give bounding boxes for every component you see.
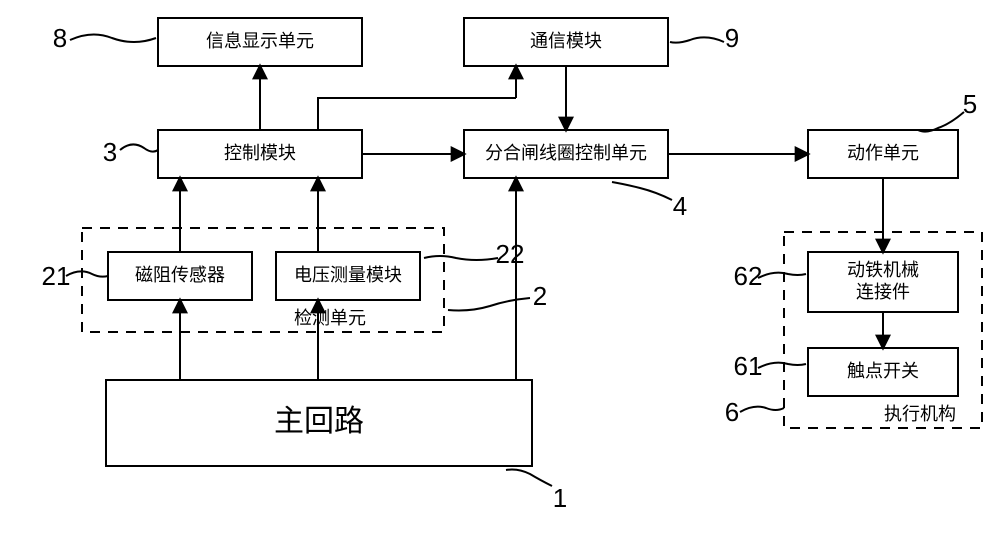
- ref-n6: 6: [725, 397, 739, 427]
- ref-n1: 1: [553, 483, 567, 513]
- ref-n61: 61: [734, 351, 763, 381]
- arrow-elbow: [318, 98, 516, 130]
- leader-n61: [758, 363, 806, 368]
- box-magres-sensor: 磁阻传感器: [108, 252, 252, 300]
- box-iron-link-label-2: 连接件: [856, 282, 910, 302]
- leader-n21: [66, 271, 108, 276]
- ref-n9: 9: [725, 23, 739, 53]
- box-info-display: 信息显示单元: [158, 18, 362, 66]
- ref-n62: 62: [734, 261, 763, 291]
- box-coil-control: 分合闸线圈控制单元: [464, 130, 668, 178]
- box-info-display-label: 信息显示单元: [206, 31, 314, 51]
- leader-n4: [612, 182, 672, 200]
- group-detect-unit-label: 检测单元: [294, 308, 366, 328]
- ref-n4: 4: [673, 191, 687, 221]
- box-action-unit: 动作单元: [808, 130, 958, 178]
- box-iron-link: 动铁机械 连接件: [808, 252, 958, 312]
- ref-n8: 8: [53, 23, 67, 53]
- group-exec-mech-label: 执行机构: [884, 404, 956, 424]
- ref-n5: 5: [963, 89, 977, 119]
- box-comm-module-label: 通信模块: [530, 31, 602, 51]
- leader-n1: [506, 470, 552, 487]
- box-control-module: 控制模块: [158, 130, 362, 178]
- ref-n2: 2: [533, 281, 547, 311]
- leader-n2: [448, 298, 530, 311]
- arrows-group: [180, 66, 883, 380]
- box-contact-switch: 触点开关: [808, 348, 958, 396]
- leader-n9: [670, 37, 724, 42]
- ref-n21: 21: [42, 261, 71, 291]
- diagram-canvas: 检测单元 执行机构 信息显示单元 通信模块 控制模块 分合闸线圈控制单元 动作单…: [0, 0, 1000, 544]
- box-volt-module: 电压测量模块: [276, 252, 420, 300]
- ref-n22: 22: [496, 239, 525, 269]
- leader-n22: [424, 256, 498, 260]
- box-action-unit-label: 动作单元: [847, 143, 919, 163]
- leader-n6: [740, 407, 784, 412]
- box-control-module-label: 控制模块: [224, 143, 296, 163]
- box-iron-link-label-1: 动铁机械: [847, 260, 919, 280]
- box-magres-sensor-label: 磁阻传感器: [135, 265, 225, 285]
- leader-n3: [120, 144, 158, 151]
- leader-n5: [918, 112, 964, 132]
- box-contact-switch-label: 触点开关: [847, 361, 919, 381]
- box-main-loop: 主回路: [106, 380, 532, 466]
- box-volt-module-label: 电压测量模块: [294, 265, 402, 285]
- box-comm-module: 通信模块: [464, 18, 668, 66]
- box-coil-control-label: 分合闸线圈控制单元: [485, 143, 647, 163]
- leader-n8: [70, 34, 156, 42]
- ref-n3: 3: [103, 137, 117, 167]
- box-main-loop-label: 主回路: [274, 405, 364, 438]
- leader-n62: [758, 273, 806, 278]
